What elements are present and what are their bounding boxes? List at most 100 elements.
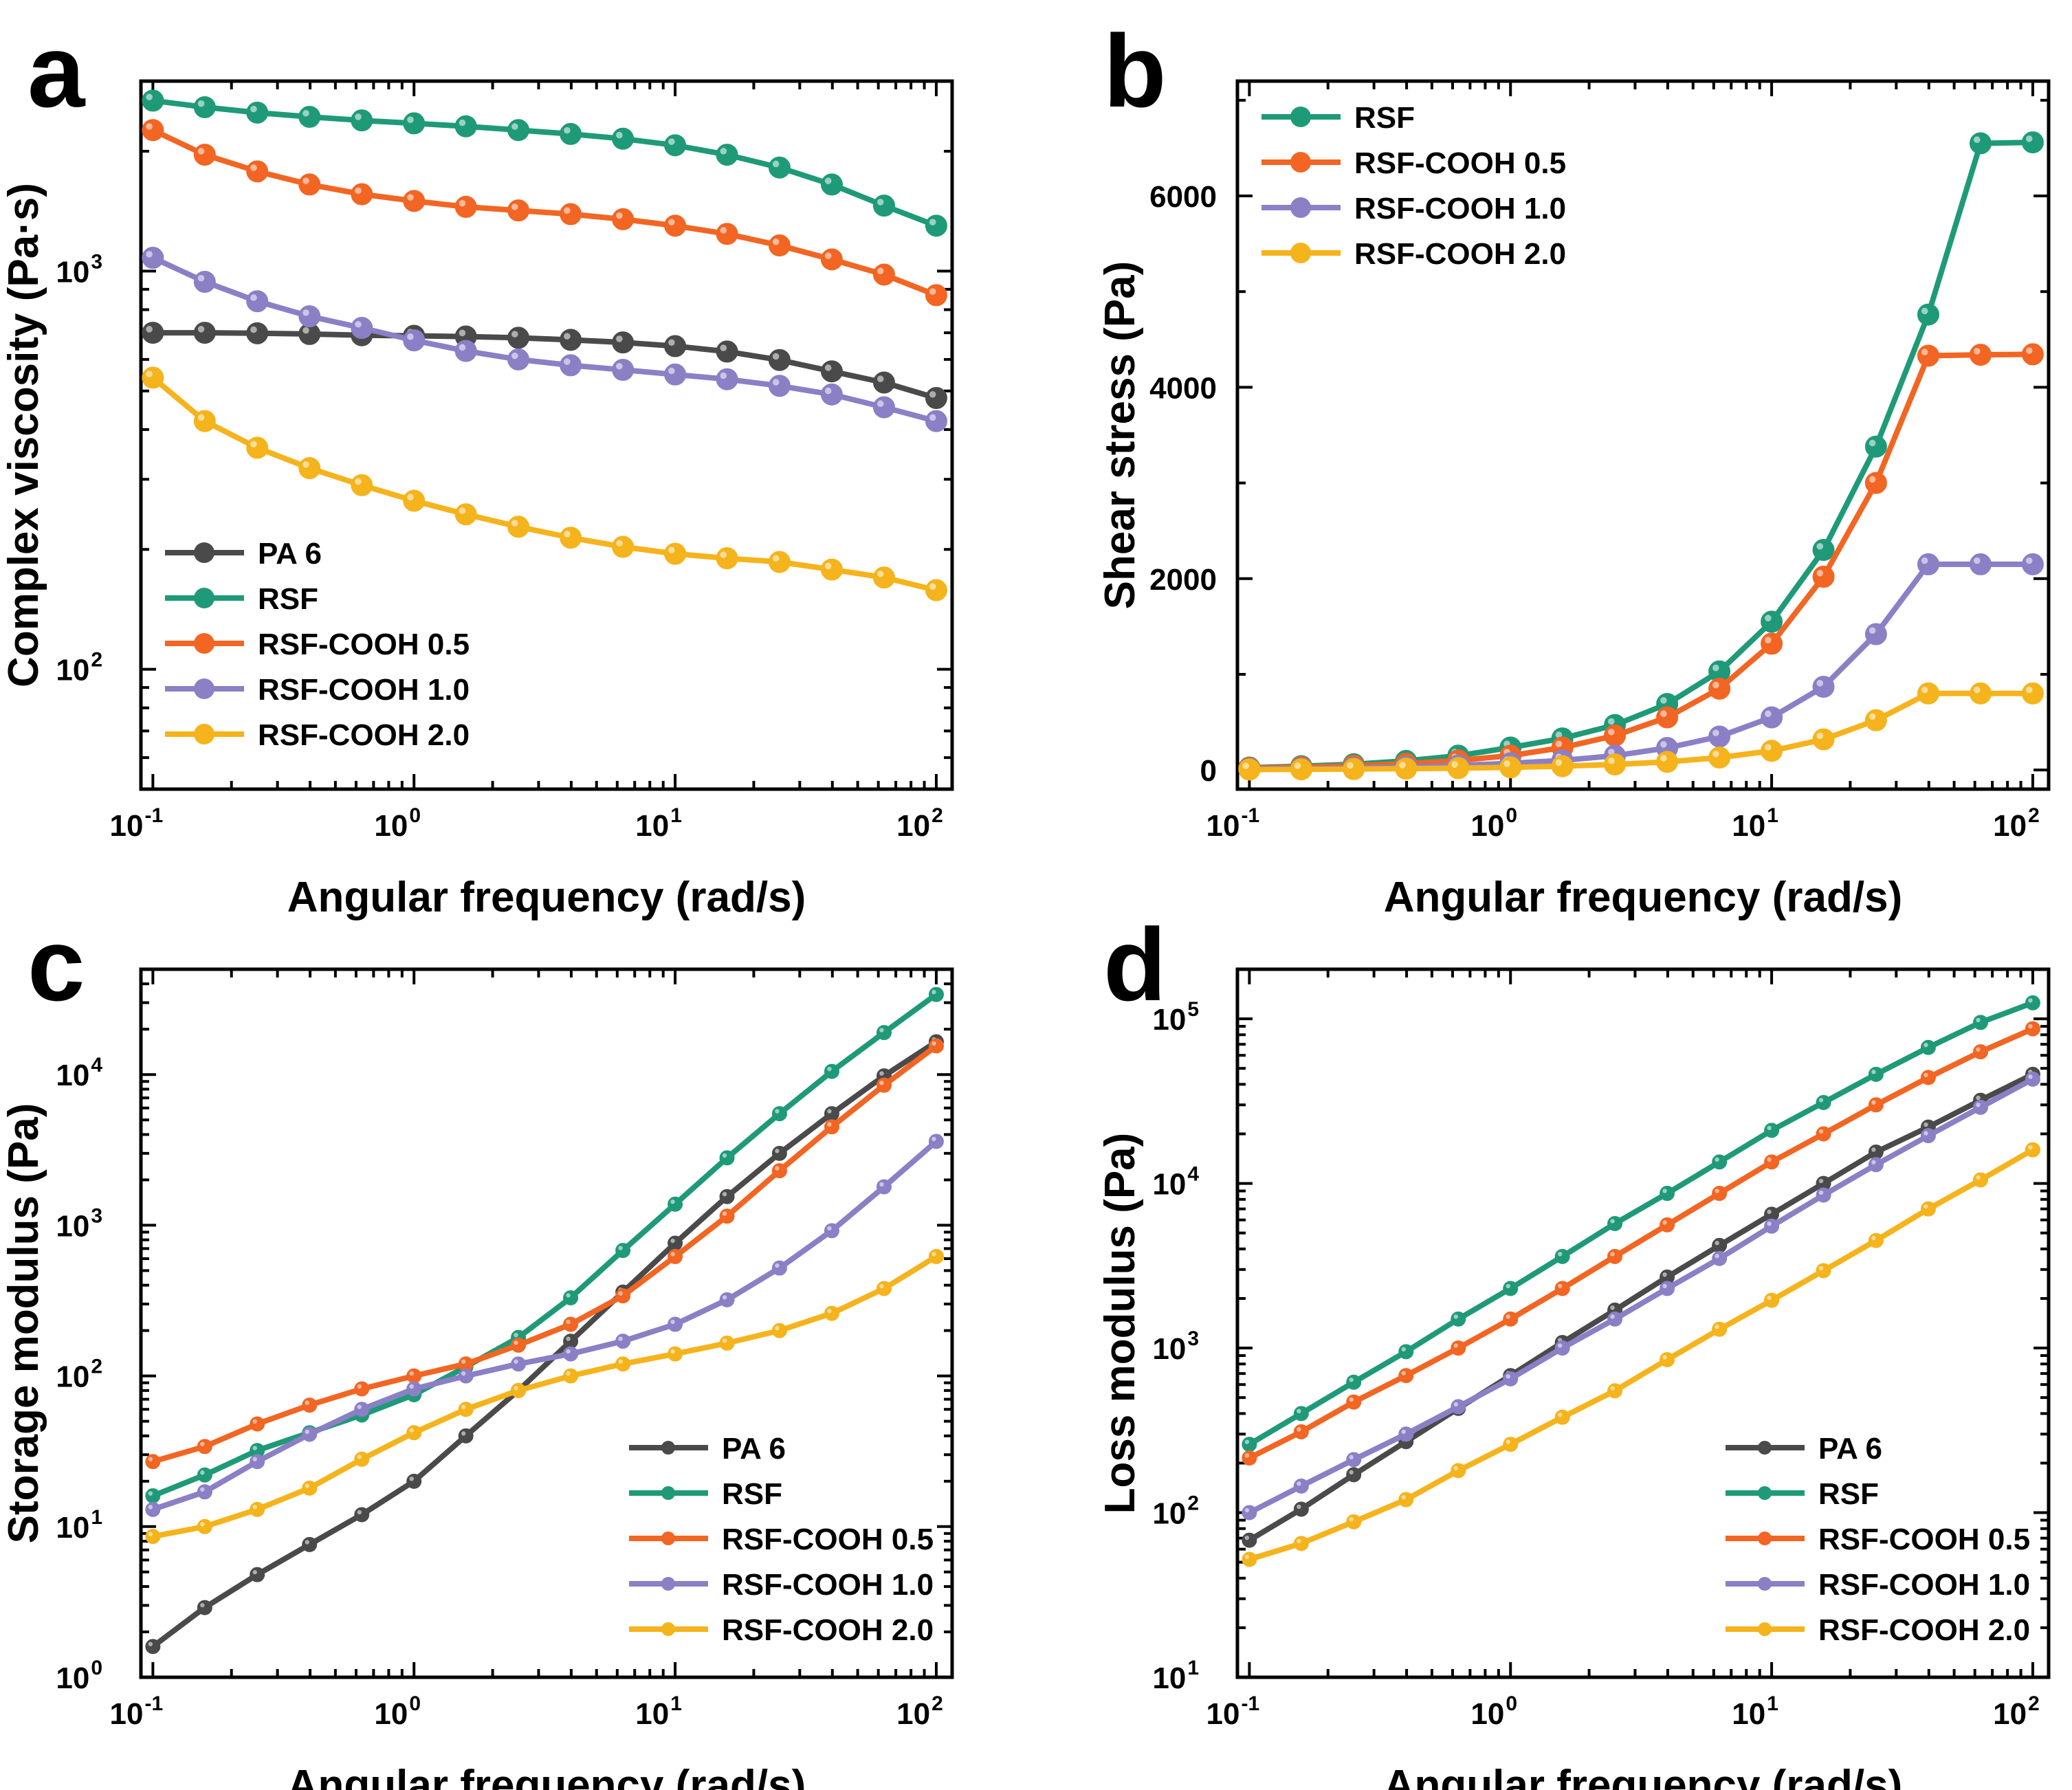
- data-point-highlight: [618, 1246, 623, 1250]
- data-point-highlight: [772, 238, 780, 245]
- x-tick-exponent: 0: [409, 804, 421, 827]
- data-point-rsf: [928, 986, 944, 1002]
- data-point-highlight: [877, 375, 884, 383]
- data-point-rsf: [2025, 995, 2040, 1010]
- panel-letter-a: a: [27, 13, 86, 129]
- y-tick-exponent: 5: [1187, 998, 1199, 1021]
- data-point-highlight: [877, 400, 884, 408]
- legend-item-pa-6: PA 6: [629, 1432, 786, 1466]
- data-point-rsf: [872, 195, 895, 217]
- data-point-highlight: [929, 414, 936, 421]
- data-point-highlight: [1662, 1220, 1667, 1225]
- series-rsf-cooh-0-5-d: [1242, 1021, 2040, 1466]
- data-point-highlight: [929, 219, 936, 225]
- plot-frame-a: [139, 79, 954, 791]
- data-point-highlight: [877, 571, 884, 577]
- data-point-rsf-cooh-0-5: [1293, 1424, 1309, 1439]
- data-point-rsf-cooh-2-0: [1238, 758, 1261, 781]
- data-point-rsf-cooh-2-0: [1708, 747, 1731, 769]
- data-point-rsf-cooh-2-0: [928, 1248, 944, 1264]
- data-point-pa-6: [193, 322, 216, 344]
- legend-swatch-marker: [1290, 197, 1311, 218]
- legend-item-rsf-cooh-0-5: RSF-COOH 0.5: [629, 1523, 934, 1556]
- data-point-highlight: [1244, 1453, 1250, 1458]
- data-point-pa-6: [716, 340, 738, 363]
- data-point-highlight: [879, 1080, 884, 1085]
- data-point-highlight: [1453, 1402, 1458, 1407]
- x-tick-base: 10: [1206, 809, 1240, 843]
- series-rsf-cooh-1-0-a: [142, 247, 947, 432]
- x-tick-label-d: 102: [1993, 1692, 2040, 1731]
- data-point-rsf-cooh-2-0: [1499, 756, 1522, 779]
- data-point-rsf: [1868, 1066, 1884, 1082]
- series-line-rsf-cooh-1-0: [1249, 561, 2033, 772]
- x-tick-label-b: 100: [1470, 804, 1517, 843]
- legend-swatch-marker: [194, 724, 214, 744]
- data-point-highlight: [1767, 1222, 1772, 1226]
- x-tick-base: 10: [110, 809, 144, 843]
- data-point-rsf-cooh-2-0: [1604, 753, 1627, 776]
- x-tick-base: 10: [374, 809, 408, 843]
- data-point-pa-6: [145, 1639, 161, 1655]
- x-tick-base: 10: [635, 1697, 669, 1731]
- series-rsf-cooh-0-5-c: [145, 1038, 944, 1470]
- data-point-highlight: [566, 1349, 571, 1354]
- data-point-highlight: [827, 1109, 832, 1114]
- data-point-rsf-cooh-2-0: [1346, 1514, 1362, 1529]
- data-point-rsf-cooh-2-0: [1503, 1437, 1519, 1452]
- data-point-highlight: [1767, 1209, 1772, 1215]
- data-point-highlight: [722, 1211, 727, 1216]
- data-point-rsf-cooh-2-0: [1761, 740, 1783, 762]
- x-tick-exponent: 1: [670, 804, 682, 827]
- x-tick-base: 10: [635, 809, 669, 843]
- x-tick-base: 10: [1470, 809, 1504, 843]
- data-point-highlight: [1506, 1439, 1510, 1444]
- data-point-highlight: [1506, 1374, 1510, 1379]
- y-tick-label-b: 6000: [1149, 180, 1217, 214]
- data-point-rsf-cooh-0-5: [197, 1439, 212, 1455]
- data-point-rsf-cooh-2-0: [142, 366, 164, 389]
- legend-b: RSF RSF-COOH 0.5 RSF-COOH 1.0 RSF-COOH 2.0: [1261, 101, 1566, 271]
- data-point-highlight: [1610, 1314, 1615, 1319]
- data-point-pa-6: [612, 331, 635, 354]
- data-point-highlight: [932, 1136, 936, 1142]
- legend-item-rsf-cooh-0-5: RSF-COOH 0.5: [1261, 146, 1566, 180]
- legend-label: PA 6: [1818, 1432, 1882, 1466]
- series-line-rsf-cooh-0-5: [1249, 351, 2033, 771]
- data-point-rsf-cooh-1-0: [302, 1426, 318, 1442]
- data-point-highlight: [197, 274, 205, 282]
- data-point-highlight: [250, 164, 257, 171]
- series-line-rsf: [1249, 140, 2033, 771]
- data-point-highlight: [564, 207, 571, 214]
- data-point-highlight: [827, 1122, 832, 1127]
- data-point-highlight: [1503, 760, 1510, 767]
- legend-label: RSF-COOH 2.0: [1818, 1613, 2030, 1647]
- data-point-highlight: [722, 1191, 727, 1197]
- data-point-rsf-cooh-0-5: [719, 1208, 735, 1224]
- data-point-rsf-cooh-1-0: [1712, 1250, 1728, 1266]
- data-point-rsf-cooh-2-0: [1551, 755, 1574, 777]
- data-point-highlight: [827, 1226, 832, 1231]
- y-tick-exponent: 1: [1187, 1657, 1199, 1679]
- x-axis-title-a: Angular frequency (rad/s): [287, 874, 806, 921]
- x-tick-label-c: 101: [635, 1692, 682, 1731]
- data-point-rsf: [824, 1063, 839, 1079]
- data-point-rsf-cooh-1-0: [1451, 1399, 1466, 1415]
- data-point-highlight: [1401, 1347, 1406, 1352]
- legend-item-rsf-cooh-1-0: RSF-COOH 1.0: [1261, 192, 1566, 225]
- data-point-highlight: [357, 1404, 362, 1409]
- data-point-rsf: [820, 173, 843, 196]
- data-point-highlight: [720, 148, 727, 155]
- legend-swatch-marker: [1758, 1532, 1772, 1545]
- data-point-highlight: [1921, 557, 1928, 564]
- data-point-rsf-cooh-2-0: [2025, 1142, 2040, 1158]
- y-tick-base: 10: [1152, 1332, 1186, 1366]
- data-point-highlight: [250, 294, 257, 301]
- data-point-highlight: [1818, 1190, 1824, 1195]
- data-point-highlight: [616, 335, 623, 342]
- data-point-rsf-cooh-1-0: [1242, 1505, 1257, 1521]
- series-line-rsf-cooh-1-0: [152, 1139, 938, 1512]
- data-point-highlight: [1976, 1103, 1981, 1107]
- y-tick-exponent: 1: [91, 1506, 102, 1529]
